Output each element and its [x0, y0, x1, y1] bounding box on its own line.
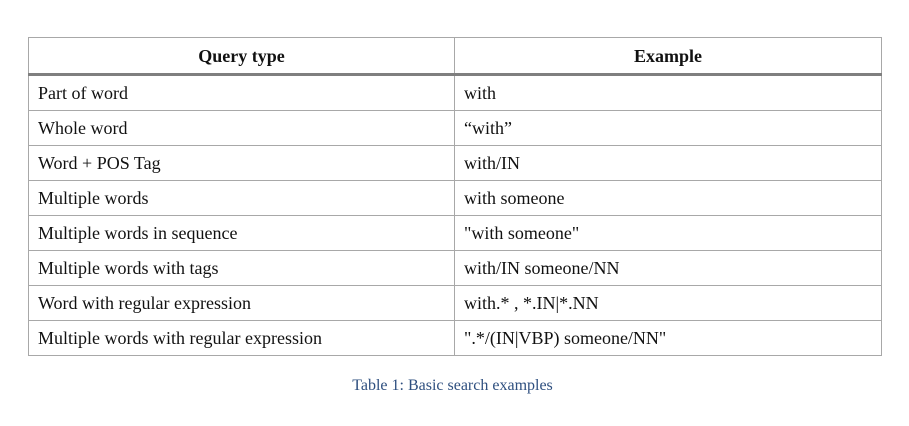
example-cell: with/IN someone/NN — [454, 250, 882, 286]
table-row: Whole word “with” — [28, 110, 882, 146]
example-cell: "with someone" — [454, 215, 882, 251]
table-row: Multiple words with tags with/IN someone… — [28, 250, 882, 286]
search-examples-table: Query type Example Part of word with Who… — [28, 37, 882, 356]
table-row: Word + POS Tag with/IN — [28, 145, 882, 181]
query-type-cell: Multiple words — [28, 180, 455, 216]
table-row: Multiple words with regular expression "… — [28, 320, 882, 356]
example-cell: with someone — [454, 180, 882, 216]
table-row: Part of word with — [28, 74, 882, 111]
example-cell: with.* , *.IN|*.NN — [454, 285, 882, 321]
table-header-row: Query type Example — [28, 37, 882, 76]
query-type-cell: Part of word — [28, 74, 455, 111]
table-row: Multiple words in sequence "with someone… — [28, 215, 882, 251]
column-header-example: Example — [454, 37, 882, 76]
example-cell: ".*/(IN|VBP) someone/NN" — [454, 320, 882, 356]
query-type-cell: Whole word — [28, 110, 455, 146]
query-type-cell: Multiple words with tags — [28, 250, 455, 286]
example-cell: with/IN — [454, 145, 882, 181]
example-cell: “with” — [454, 110, 882, 146]
column-header-query-type: Query type — [28, 37, 455, 76]
table-row: Word with regular expression with.* , *.… — [28, 285, 882, 321]
query-type-cell: Multiple words in sequence — [28, 215, 455, 251]
query-type-cell: Multiple words with regular expression — [28, 320, 455, 356]
query-type-cell: Word + POS Tag — [28, 145, 455, 181]
example-cell: with — [454, 74, 882, 111]
table-row: Multiple words with someone — [28, 180, 882, 216]
table-caption: Table 1: Basic search examples — [352, 377, 553, 394]
query-type-cell: Word with regular expression — [28, 285, 455, 321]
